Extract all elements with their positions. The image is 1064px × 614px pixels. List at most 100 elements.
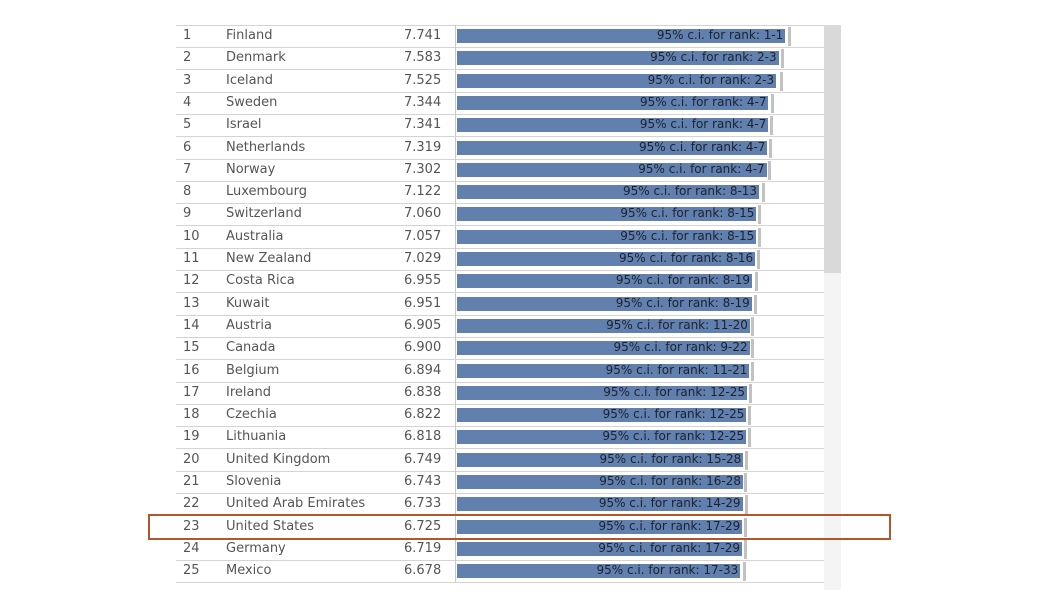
score-bar[interactable] xyxy=(457,318,750,333)
bar-track: 95% c.i. for rank: 8-16 xyxy=(455,248,825,270)
score-bar[interactable] xyxy=(457,541,742,556)
score-cell: 7.319 xyxy=(404,139,442,155)
table-row: 20 United Kingdom 6.749 95% c.i. for rank: … xyxy=(176,448,824,472)
country-cell: Czechia xyxy=(226,407,277,423)
score-bar[interactable] xyxy=(457,95,769,110)
score-bar[interactable] xyxy=(457,519,743,534)
table-row: 12 Costa Rica 6.955 95% c.i. for rank: 8-19 xyxy=(176,270,824,294)
scrollbar-thumb[interactable] xyxy=(824,25,841,273)
ci-rank-label: 95% c.i. for rank: 4-7 xyxy=(640,94,767,109)
table-top-border xyxy=(176,25,824,26)
score-bar[interactable] xyxy=(457,430,747,445)
ci-rank-label: 95% c.i. for rank: 12-25 xyxy=(602,407,745,422)
score-bar[interactable] xyxy=(457,162,767,177)
ci-rank-label: 95% c.i. for rank: 4-7 xyxy=(638,139,766,154)
score-cell: 7.341 xyxy=(404,117,442,133)
table-row: 4 Sweden 7.344 95% c.i. for rank: 4-7 xyxy=(176,91,825,115)
country-cell: Canada xyxy=(226,340,276,356)
ci-rank-label: 95% c.i. for rank: 8-16 xyxy=(619,251,754,265)
ci-rank-label: 95% c.i. for rank: 8-15 xyxy=(620,206,755,221)
ci-rank-label: 95% c.i. for rank: 12-25 xyxy=(602,429,745,444)
bar-track: 95% c.i. for rank: 1-1 xyxy=(455,25,825,47)
ci-rank-label: 95% c.i. for rank: 9-22 xyxy=(613,340,748,355)
score-bar[interactable] xyxy=(457,296,752,311)
score-bar[interactable] xyxy=(457,497,743,512)
confidence-interval-whisker xyxy=(745,495,749,515)
score-bar[interactable] xyxy=(457,475,743,489)
bar-track: 95% c.i. for rank: 4-7 xyxy=(455,91,825,114)
score-bar[interactable] xyxy=(457,207,757,222)
ci-rank-label: 95% c.i. for rank: 8-19 xyxy=(615,295,750,310)
rank-cell: 10 xyxy=(183,228,200,244)
ci-rank-label: 95% c.i. for rank: 4-7 xyxy=(638,161,765,176)
confidence-interval-whisker xyxy=(749,383,753,403)
ci-rank-label: 95% c.i. for rank: 17-29 xyxy=(598,540,740,555)
score-bar[interactable] xyxy=(457,29,786,43)
score-bar[interactable] xyxy=(457,229,757,244)
score-bar[interactable] xyxy=(457,363,750,378)
table-row: 14 Austria 6.905 95% c.i. for rank: 11-20 xyxy=(176,314,824,338)
ci-rank-label: 95% c.i. for rank: 16-28 xyxy=(599,474,741,488)
rank-cell: 21 xyxy=(183,474,200,489)
score-bar[interactable] xyxy=(457,73,777,88)
score-bar[interactable] xyxy=(457,341,750,356)
score-bar[interactable] xyxy=(457,118,769,133)
country-cell: Ireland xyxy=(226,384,271,400)
confidence-interval-whisker xyxy=(747,428,751,448)
confidence-interval-whisker xyxy=(750,361,754,381)
ci-rank-label: 95% c.i. for rank: 8-15 xyxy=(620,228,755,243)
rank-cell: 5 xyxy=(183,117,192,133)
confidence-interval-whisker xyxy=(780,49,784,69)
table-row: 24 Germany 6.719 95% c.i. for rank: 17-29 xyxy=(176,537,824,561)
rank-cell: 12 xyxy=(183,273,200,289)
rank-cell: 1 xyxy=(183,28,192,43)
rank-cell: 23 xyxy=(183,518,200,534)
country-cell: New Zealand xyxy=(226,251,312,266)
confidence-interval-whisker xyxy=(744,517,748,537)
table-row: 5 Israel 7.341 95% c.i. for rank: 4-7 xyxy=(176,114,824,138)
rank-cell: 19 xyxy=(183,429,200,445)
rank-cell: 13 xyxy=(183,295,200,311)
confidence-interval-whisker xyxy=(756,250,760,269)
score-bar[interactable] xyxy=(457,185,760,200)
bar-track: 95% c.i. for rank: 2-3 xyxy=(455,47,825,70)
ci-rank-label: 95% c.i. for rank: 8-19 xyxy=(615,273,750,288)
score-cell: 7.060 xyxy=(404,206,442,222)
rank-cell: 8 xyxy=(183,184,192,200)
table-row: 16 Belgium 6.894 95% c.i. for rank: 11-21 xyxy=(176,359,824,383)
score-bar[interactable] xyxy=(457,452,744,467)
bar-track: 95% c.i. for rank: 17-29 xyxy=(455,515,825,538)
score-bar[interactable] xyxy=(457,408,747,423)
score-cell: 7.344 xyxy=(404,94,442,110)
table-row: 9 Switzerland 7.060 95% c.i. for rank: 8-15 xyxy=(176,203,825,227)
table-row: 2 Denmark 7.583 95% c.i. for rank: 2-3 xyxy=(176,47,825,71)
confidence-interval-whisker xyxy=(754,294,758,314)
confidence-interval-whisker xyxy=(770,116,774,136)
ci-rank-label: 95% c.i. for rank: 15-28 xyxy=(599,451,742,466)
table-row: 1 Finland 7.741 95% c.i. for rank: 1-1 xyxy=(176,25,824,48)
bar-track: 95% c.i. for rank: 2-3 xyxy=(455,69,825,92)
score-bar[interactable] xyxy=(457,252,756,266)
score-cell: 7.583 xyxy=(404,50,442,66)
score-cell: 6.818 xyxy=(404,429,442,445)
score-bar[interactable] xyxy=(457,140,768,155)
bar-track: 95% c.i. for rank: 8-13 xyxy=(455,181,825,204)
table-row: 15 Canada 6.900 95% c.i. for rank: 9-22 xyxy=(176,337,824,361)
score-bar[interactable] xyxy=(457,564,741,579)
score-cell: 6.822 xyxy=(404,407,442,423)
table-row: 13 Kuwait 6.951 95% c.i. for rank: 8-19 xyxy=(176,292,824,316)
ci-rank-label: 95% c.i. for rank: 2-3 xyxy=(647,72,775,87)
bar-track: 95% c.i. for rank: 8-15 xyxy=(455,203,825,226)
country-cell: Sweden xyxy=(226,94,278,110)
table-row: 22 United Arab Emirates 6.733 95% c.i. for … xyxy=(176,493,824,517)
score-bar[interactable] xyxy=(457,51,779,66)
country-cell: Germany xyxy=(226,540,286,556)
rank-cell: 17 xyxy=(183,384,200,400)
confidence-interval-whisker xyxy=(770,93,774,113)
table-row: 3 Iceland 7.525 95% c.i. for rank: 2-3 xyxy=(176,69,825,93)
rank-cell: 25 xyxy=(183,563,200,579)
score-bar[interactable] xyxy=(457,385,748,400)
score-cell: 6.955 xyxy=(404,273,442,289)
table-row: 25 Mexico 6.678 95% c.i. for rank: 17-33 xyxy=(176,560,824,584)
score-bar[interactable] xyxy=(457,274,752,289)
